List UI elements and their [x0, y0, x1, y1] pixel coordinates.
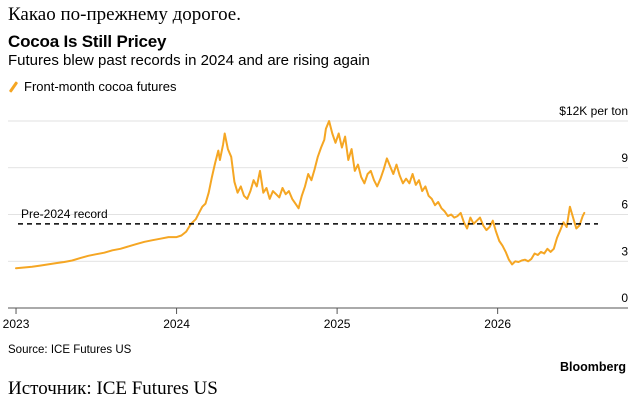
- y-tick-label: $12K per ton: [559, 104, 628, 118]
- series-line-cocoa-futures: [15, 120, 586, 270]
- footer-source: Источник: ICE Futures US: [8, 378, 218, 399]
- legend-label: Front-month cocoa futures: [24, 79, 177, 94]
- y-tick-label: 0: [621, 291, 628, 305]
- x-tick-label: 2025: [324, 317, 351, 331]
- reference-line-label: Pre-2024 record: [21, 207, 108, 221]
- y-tick-label: 3: [621, 244, 628, 258]
- x-tick-label: 2026: [484, 317, 511, 331]
- x-tick-label: 2023: [3, 317, 30, 331]
- y-tick-label: 9: [621, 151, 628, 165]
- x-tick-label: 2024: [163, 317, 190, 331]
- chart-subtitle: Futures blew past records in 2024 and ar…: [8, 52, 370, 69]
- y-tick-label: 6: [621, 198, 628, 212]
- source-note: Source: ICE Futures US: [8, 344, 132, 356]
- legend: Front-month cocoa futures: [8, 79, 176, 94]
- chart-title: Cocoa Is Still Pricey: [8, 32, 167, 51]
- bloomberg-logo: Bloomberg: [560, 360, 626, 374]
- headline: Какао по-прежнему дорогое.: [8, 4, 241, 25]
